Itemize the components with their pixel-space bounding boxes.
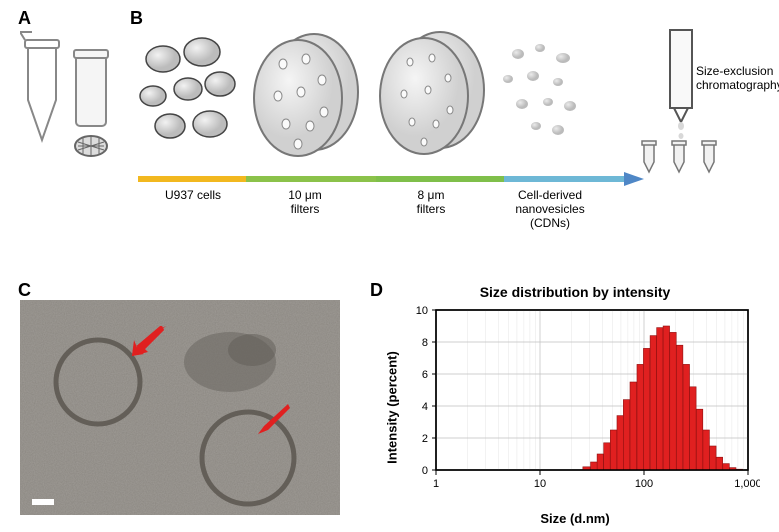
stage-label-10um: 10 μm filters — [270, 188, 340, 216]
panel-b: U937 cells 10 μm filters 8 μm filters Ce… — [138, 24, 758, 224]
svg-text:0: 0 — [422, 465, 428, 477]
panel-label-d: D — [370, 280, 383, 301]
stage-label-8um-l1: 8 μm — [418, 188, 445, 202]
panel-label-c: C — [18, 280, 31, 301]
arrow-icon — [258, 404, 292, 434]
x-axis-label: Size (d.nm) — [540, 511, 609, 526]
panel-label-a: A — [18, 8, 31, 29]
arrow-icon — [132, 326, 166, 356]
stage-label-8um-l2: filters — [417, 202, 446, 216]
panel-a — [20, 30, 120, 160]
svg-text:8: 8 — [422, 337, 428, 349]
stage-label-10um-l1: 10 μm — [288, 188, 322, 202]
svg-text:6: 6 — [422, 369, 428, 381]
stage-label-cells: U937 cells — [148, 188, 238, 202]
svg-text:10: 10 — [534, 478, 546, 490]
svg-text:1,000: 1,000 — [734, 478, 760, 490]
tem-svg — [20, 300, 340, 515]
stage-label-cdn: Cell-derived nanovesicles (CDNs) — [500, 188, 600, 230]
size-distribution-chart: 0 2 4 6 8 10 1 10 100 1,000 — [390, 304, 760, 504]
stage-label-10um-l2: filters — [291, 202, 320, 216]
stage-label-8um: 8 μm filters — [396, 188, 466, 216]
panel-c-tem-image — [20, 300, 340, 515]
y-axis-label: Intensity (percent) — [385, 351, 400, 464]
stage-label-cdn-l2: nanovesicles — [515, 202, 584, 216]
stage-label-cdn-l1: Cell-derived — [518, 188, 582, 202]
sec-label-l1: Size-exclusion — [696, 64, 773, 78]
chart-title: Size distribution by intensity — [390, 284, 760, 300]
tube-assembly-svg — [20, 30, 120, 170]
sec-label-l2: chromatography — [696, 78, 779, 92]
panel-d-chart: Size distribution by intensity 0 2 4 6 8 10 1 1… — [390, 284, 760, 524]
svg-text:1: 1 — [433, 478, 439, 490]
svg-text:2: 2 — [422, 433, 428, 445]
stage-label-cdn-l3: (CDNs) — [530, 216, 570, 230]
scale-bar — [32, 499, 54, 505]
svg-text:100: 100 — [635, 478, 653, 490]
svg-text:10: 10 — [416, 305, 428, 317]
sec-label: Size-exclusion chromatography — [696, 64, 779, 92]
svg-text:4: 4 — [422, 401, 428, 413]
